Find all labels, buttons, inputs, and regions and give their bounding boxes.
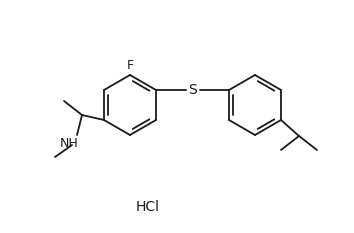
Text: S: S [188, 83, 197, 97]
Text: HCl: HCl [136, 200, 160, 214]
Text: F: F [126, 59, 133, 72]
Text: NH: NH [59, 137, 78, 150]
